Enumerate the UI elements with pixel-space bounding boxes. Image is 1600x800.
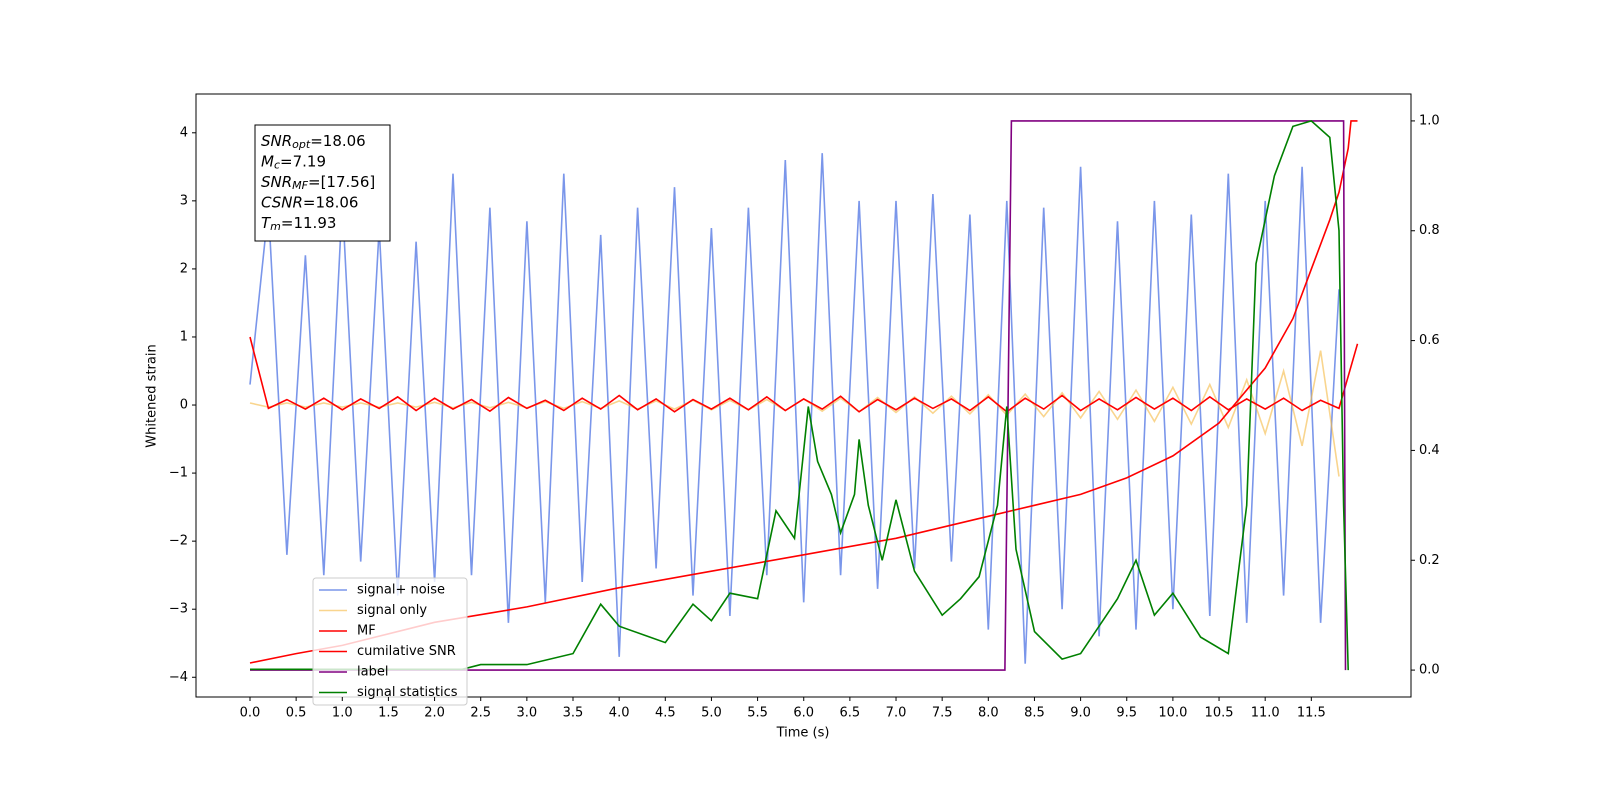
series-line bbox=[250, 120, 1349, 671]
annotation-subscript: opt bbox=[292, 138, 311, 151]
legend-label: label bbox=[357, 665, 388, 680]
annotation-line: CSNR=18.06 bbox=[261, 193, 358, 211]
x-tick-label: 11.5 bbox=[1297, 706, 1326, 721]
y2-tick-label: 1.0 bbox=[1419, 113, 1440, 128]
y-tick-label: 3 bbox=[180, 193, 188, 208]
legend: signal+ noise signal only MF cumilative SNR… bbox=[312, 577, 468, 706]
annotation-symbol: T bbox=[261, 214, 272, 232]
legend-label: signal only bbox=[357, 603, 427, 618]
series-line bbox=[249, 153, 1340, 664]
x-tick-label: 11.0 bbox=[1251, 706, 1280, 721]
x-tick-label: 7.5 bbox=[932, 706, 953, 721]
y-tick-label: 4 bbox=[180, 125, 188, 140]
y-tick-label: 1 bbox=[180, 329, 188, 344]
annotation-text: SNRopt=18.06Mc=7.19SNRMF=[17.56]CSNR=18.… bbox=[261, 132, 375, 234]
annotation-value: =18.06 bbox=[303, 193, 359, 211]
annotation-line: SNRopt=18.06 bbox=[261, 132, 366, 152]
annotation: SNRopt=18.06Mc=7.19SNRMF=[17.56]CSNR=18.… bbox=[254, 124, 391, 242]
annotation-value: =[17.56] bbox=[308, 173, 375, 191]
y-tick-label: 0 bbox=[180, 398, 188, 413]
y-axis-label: Whitened strain bbox=[145, 344, 160, 447]
annotation-symbol: SNR bbox=[261, 132, 292, 150]
series-line bbox=[249, 336, 1359, 413]
annotation-subscript: MF bbox=[292, 179, 308, 192]
x-tick-label: 10.0 bbox=[1158, 706, 1187, 721]
series-line bbox=[250, 120, 1347, 671]
x-tick-label: 1.0 bbox=[332, 706, 353, 721]
annotation-value: =18.06 bbox=[310, 132, 366, 150]
x-tick-label: 3.0 bbox=[517, 706, 538, 721]
annotation-symbol: CSNR bbox=[261, 193, 303, 211]
y-tick-label: −2 bbox=[169, 534, 188, 549]
plot-content bbox=[249, 120, 1359, 671]
legend-label: signal+ noise bbox=[357, 583, 445, 598]
x-tick-label: 9.5 bbox=[1116, 706, 1137, 721]
x-tick-label: 2.0 bbox=[424, 706, 445, 721]
y2-tick-label: 0.0 bbox=[1419, 663, 1440, 678]
annotation-value: =7.19 bbox=[280, 152, 326, 170]
x-tick-label: 7.0 bbox=[886, 706, 907, 721]
x-tick-label: 5.5 bbox=[747, 706, 768, 721]
annotation-box bbox=[254, 124, 391, 242]
x-tick-label: 0.5 bbox=[286, 706, 307, 721]
y-tick-label: −3 bbox=[169, 602, 188, 617]
x-axis-label: Time (s) bbox=[776, 726, 830, 741]
annotation-subscript: m bbox=[270, 220, 281, 233]
legend-label: MF bbox=[357, 624, 376, 639]
x-tick-label: 8.0 bbox=[978, 706, 999, 721]
y-tick-label: −4 bbox=[169, 670, 188, 685]
x-tick-label: 8.5 bbox=[1024, 706, 1045, 721]
legend-label: cumilative SNR bbox=[357, 644, 456, 659]
annotation-line: SNRMF=[17.56] bbox=[261, 173, 375, 193]
x-tick-label: 9.0 bbox=[1070, 706, 1091, 721]
x-tick-label: 3.5 bbox=[563, 706, 584, 721]
annotation-line: Tm=11.93 bbox=[261, 214, 336, 234]
legend-label: signal statistics bbox=[357, 685, 458, 700]
legend-box bbox=[312, 577, 468, 706]
y2-tick-label: 0.4 bbox=[1419, 443, 1440, 458]
annotation-value: =11.93 bbox=[281, 214, 337, 232]
y-tick-label: 2 bbox=[180, 261, 188, 276]
x-tick-label: 2.5 bbox=[470, 706, 491, 721]
series-line bbox=[249, 120, 1358, 664]
y2-tick-label: 0.2 bbox=[1419, 553, 1440, 568]
x-tick-label: 6.0 bbox=[793, 706, 814, 721]
annotation-subscript: c bbox=[274, 159, 280, 172]
annotation-line: Mc=7.19 bbox=[261, 152, 326, 172]
x-tick-label: 4.5 bbox=[655, 706, 676, 721]
x-tick-label: 10.5 bbox=[1205, 706, 1234, 721]
annotation-symbol: M bbox=[261, 152, 274, 170]
x-tick-label: 4.0 bbox=[609, 706, 630, 721]
x-tick-label: 0.0 bbox=[240, 706, 261, 721]
annotation-symbol: SNR bbox=[261, 173, 292, 191]
x-tick-label: 6.5 bbox=[840, 706, 861, 721]
y2-tick-label: 0.8 bbox=[1419, 223, 1440, 238]
x-tick-label: 5.0 bbox=[701, 706, 722, 721]
x-tick-label: 1.5 bbox=[378, 706, 399, 721]
y-tick-label: −1 bbox=[169, 466, 188, 481]
y2-tick-label: 0.6 bbox=[1419, 333, 1440, 348]
